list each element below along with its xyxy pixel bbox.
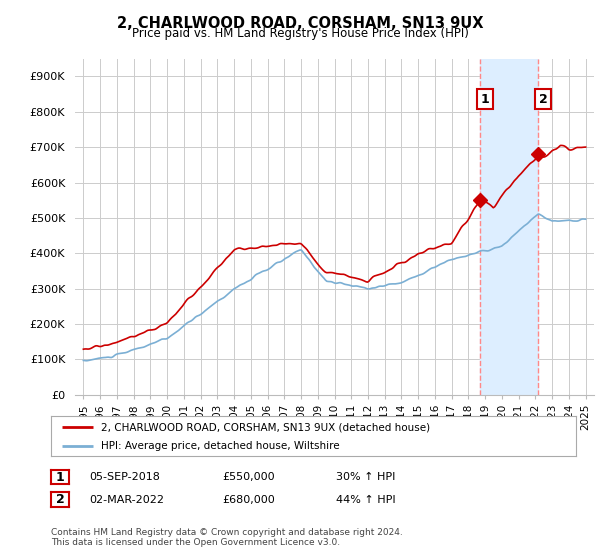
Text: Price paid vs. HM Land Registry's House Price Index (HPI): Price paid vs. HM Land Registry's House … (131, 27, 469, 40)
Text: 2, CHARLWOOD ROAD, CORSHAM, SN13 9UX (detached house): 2, CHARLWOOD ROAD, CORSHAM, SN13 9UX (de… (101, 422, 430, 432)
Text: Contains HM Land Registry data © Crown copyright and database right 2024.
This d: Contains HM Land Registry data © Crown c… (51, 528, 403, 547)
Text: 2, CHARLWOOD ROAD, CORSHAM, SN13 9UX: 2, CHARLWOOD ROAD, CORSHAM, SN13 9UX (117, 16, 483, 31)
Text: 1: 1 (481, 92, 489, 106)
Text: 44% ↑ HPI: 44% ↑ HPI (336, 494, 395, 505)
Text: 05-SEP-2018: 05-SEP-2018 (89, 472, 160, 482)
Text: 2: 2 (56, 493, 64, 506)
Text: £680,000: £680,000 (222, 494, 275, 505)
Bar (479, 59, 538, 395)
Text: 1: 1 (56, 470, 64, 484)
Text: 30% ↑ HPI: 30% ↑ HPI (336, 472, 395, 482)
Text: HPI: Average price, detached house, Wiltshire: HPI: Average price, detached house, Wilt… (101, 441, 340, 451)
Text: £550,000: £550,000 (222, 472, 275, 482)
Text: 02-MAR-2022: 02-MAR-2022 (89, 494, 164, 505)
Text: 2: 2 (539, 92, 548, 106)
